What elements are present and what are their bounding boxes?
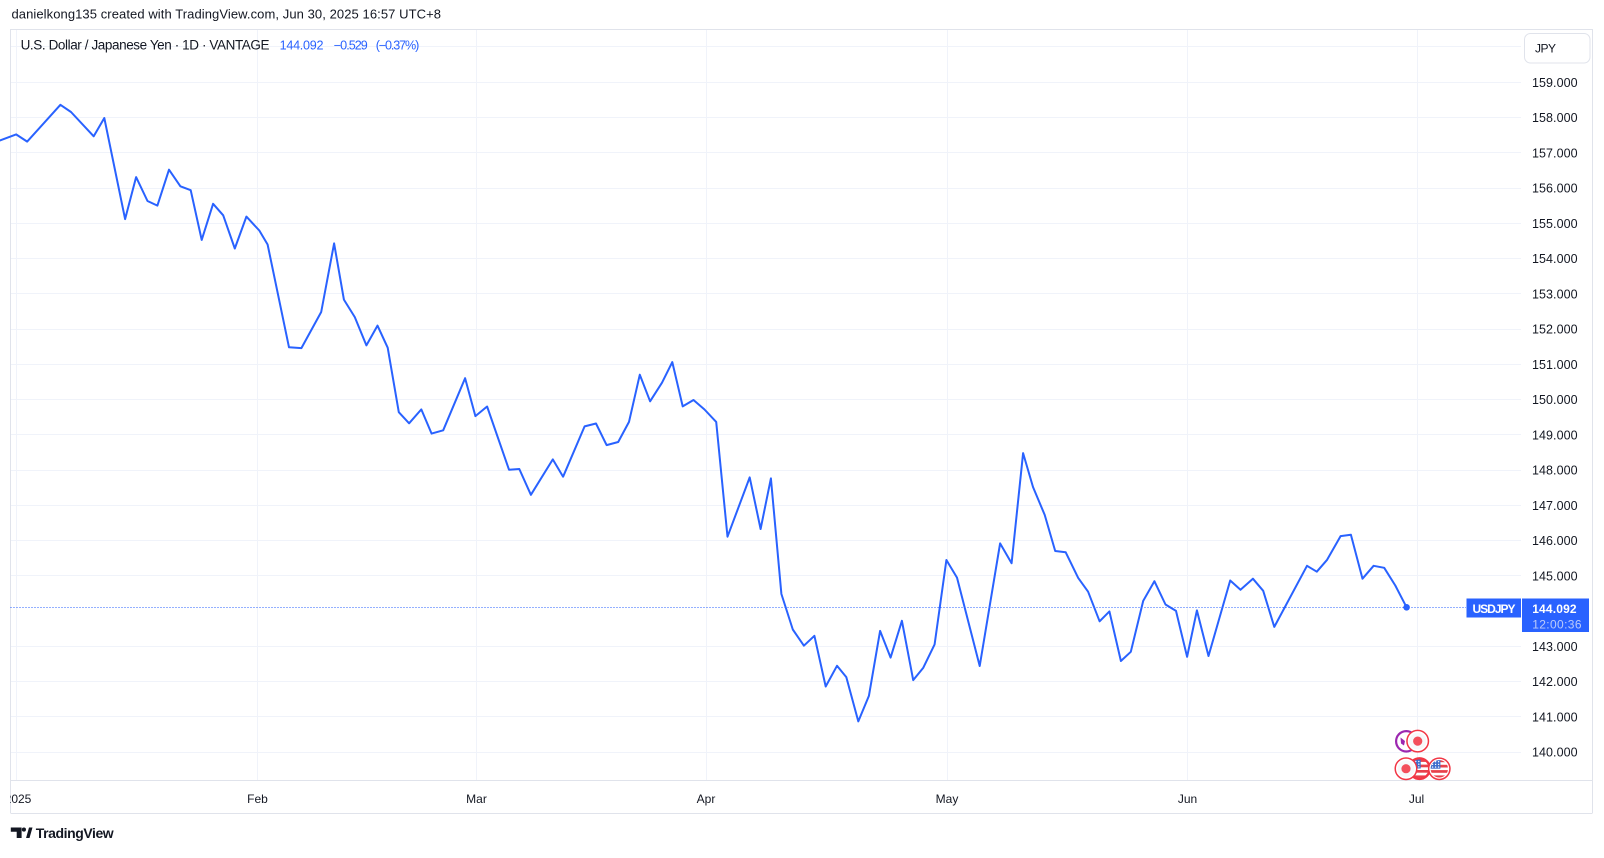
svg-text:157.000: 157.000 <box>1532 146 1578 160</box>
svg-text:144.092: 144.092 <box>280 39 324 53</box>
svg-text:(−0.37%): (−0.37%) <box>376 39 420 53</box>
svg-text:Apr: Apr <box>697 792 716 806</box>
svg-text:149.000: 149.000 <box>1532 428 1578 442</box>
svg-text:155.000: 155.000 <box>1532 217 1578 231</box>
svg-text:Jun: Jun <box>1178 792 1197 806</box>
svg-text:148.000: 148.000 <box>1532 464 1578 478</box>
svg-text:Feb: Feb <box>247 792 268 806</box>
svg-text:146.000: 146.000 <box>1532 534 1578 548</box>
svg-text:U.S. Dollar / Japanese Yen · 1: U.S. Dollar / Japanese Yen · 1D · VANTAG… <box>21 38 270 53</box>
svg-text:158.000: 158.000 <box>1532 111 1578 125</box>
svg-text:147.000: 147.000 <box>1532 499 1578 513</box>
svg-text:143.000: 143.000 <box>1532 640 1578 654</box>
svg-text:12:00:36: 12:00:36 <box>1532 617 1582 631</box>
svg-text:150.000: 150.000 <box>1532 393 1578 407</box>
svg-text:152.000: 152.000 <box>1532 323 1578 337</box>
svg-text:danielkong135 created with Tra: danielkong135 created with TradingView.c… <box>12 7 442 22</box>
svg-text:JPY: JPY <box>1535 42 1556 56</box>
svg-text:May: May <box>936 792 959 806</box>
svg-text:Jul: Jul <box>1409 792 1424 806</box>
svg-text:USDJPY: USDJPY <box>1473 602 1516 616</box>
svg-text:159.000: 159.000 <box>1532 76 1578 90</box>
svg-text:−0.529: −0.529 <box>334 39 368 53</box>
svg-text:2025: 2025 <box>5 792 32 806</box>
svg-text:140.000: 140.000 <box>1532 746 1578 760</box>
svg-text:151.000: 151.000 <box>1532 358 1578 372</box>
svg-text:156.000: 156.000 <box>1532 182 1578 196</box>
svg-text:TradingView: TradingView <box>36 825 114 841</box>
svg-text:154.000: 154.000 <box>1532 252 1578 266</box>
svg-text:145.000: 145.000 <box>1532 569 1578 583</box>
svg-text:Mar: Mar <box>466 792 487 806</box>
svg-text:144.092: 144.092 <box>1532 602 1577 616</box>
svg-text:141.000: 141.000 <box>1532 710 1578 724</box>
svg-text:142.000: 142.000 <box>1532 675 1578 689</box>
svg-text:153.000: 153.000 <box>1532 287 1578 301</box>
